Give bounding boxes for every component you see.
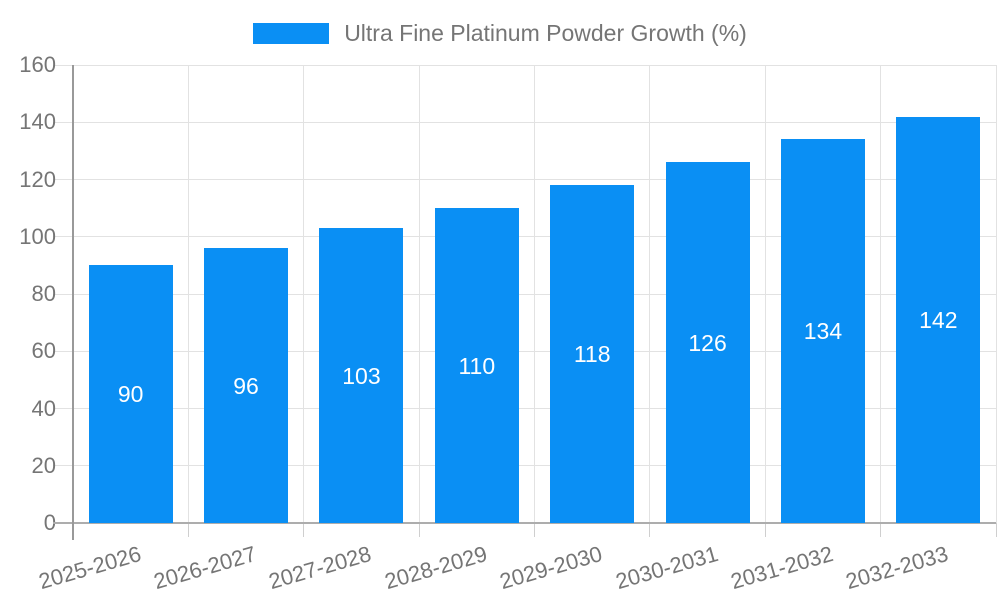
gridline-vertical [995,65,997,523]
bar-value-label: 90 [117,381,144,408]
legend-item[interactable]: Ultra Fine Platinum Powder Growth (%) [0,18,1000,48]
y-axis-tick-label: 80 [31,281,56,306]
x-axis-tick [418,523,420,537]
y-axis-tick-label: 60 [31,338,56,364]
bar-2032-2033 [896,116,981,523]
bar-2029-2030 [550,185,635,523]
legend-label: Ultra Fine Platinum Powder Growth (%) [344,19,747,46]
bar-value-label: 118 [573,341,611,368]
y-axis-line [72,65,74,540]
bar-2030-2031 [665,162,750,523]
gridline-horizontal [53,465,996,467]
bar-value-label: 110 [458,352,496,379]
bar-2025-2026 [88,265,173,523]
gridline-horizontal [53,293,996,295]
y-axis-tick-label: 40 [31,395,56,421]
gridline-horizontal [53,121,996,123]
bar-2028-2029 [434,208,519,523]
x-axis-tick [187,523,189,537]
bar-value-label: 103 [342,362,381,389]
x-axis-tick [534,523,535,537]
gridline-vertical [418,65,420,523]
x-axis-line [53,522,996,524]
gridline-horizontal [53,408,996,409]
x-axis-tick [995,523,997,537]
legend-swatch [253,22,330,44]
gridline-vertical [187,65,189,523]
gridline-vertical [534,65,535,523]
y-axis-tick-label: 120 [19,166,56,192]
gridline-vertical [880,65,882,523]
bar-value-label: 134 [803,318,843,345]
x-axis-tick [649,523,651,537]
gridline-horizontal [53,350,996,352]
bar-2031-2032 [780,139,865,523]
y-axis-tick-label: 0 [43,510,56,535]
bar-2027-2028 [319,228,404,523]
y-axis-tick-label: 140 [19,109,56,135]
gridline-horizontal [53,236,996,238]
bar-value-label: 142 [919,306,958,333]
gridline-vertical [764,65,766,523]
gridline-horizontal [53,179,996,180]
gridline-vertical [649,65,651,523]
x-axis-tick [880,523,882,537]
y-axis-tick-label: 20 [31,452,56,478]
y-axis-tick-label: 100 [19,223,56,249]
bar-2026-2027 [204,248,289,523]
bar-value-label: 126 [688,329,727,356]
gridline-vertical [303,65,305,523]
y-axis-tick-label: 160 [19,52,56,77]
bar-value-label: 96 [233,372,259,399]
x-axis-tick [303,523,305,537]
x-axis-tick [764,523,766,537]
gridline-horizontal [53,64,996,66]
